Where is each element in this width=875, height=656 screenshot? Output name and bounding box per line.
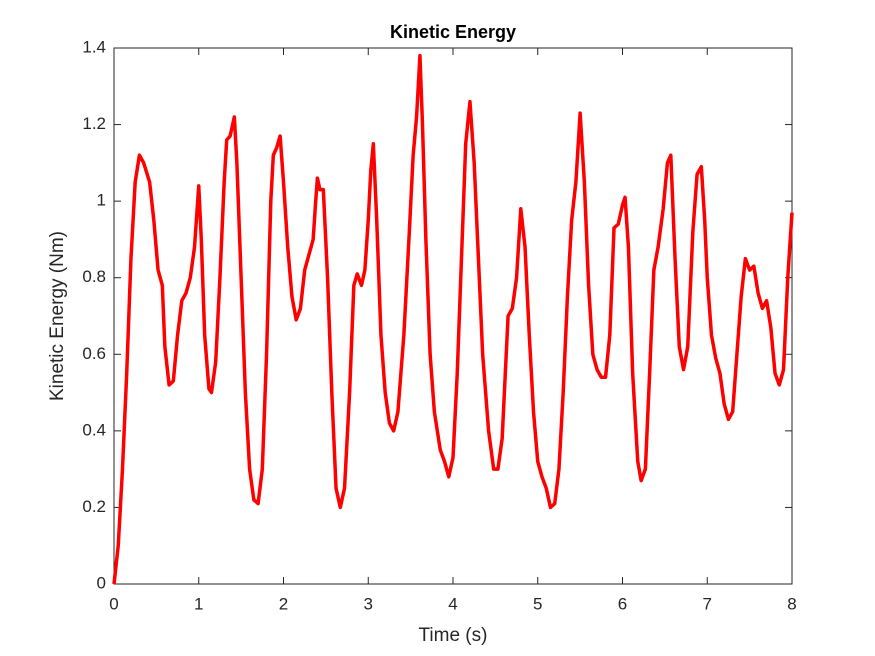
chart-title: Kinetic Energy bbox=[390, 22, 516, 42]
x-axis-label: Time (s) bbox=[419, 625, 488, 646]
x-tick-label: 4 bbox=[448, 594, 457, 613]
y-tick-label: 0.6 bbox=[82, 344, 106, 363]
x-tick-label: 6 bbox=[618, 594, 627, 613]
x-tick-label: 5 bbox=[533, 594, 542, 613]
y-tick-label: 1 bbox=[97, 191, 106, 210]
y-tick-label: 0.2 bbox=[82, 497, 106, 516]
x-tick-label: 7 bbox=[703, 594, 712, 613]
x-tick-label: 3 bbox=[364, 594, 373, 613]
y-tick-label: 0.8 bbox=[82, 267, 106, 286]
y-axis-label: Kinetic Energy (Nm) bbox=[47, 231, 68, 401]
y-tick-label: 0.4 bbox=[82, 420, 106, 439]
y-tick-label: 1.2 bbox=[82, 114, 106, 133]
y-tick-label: 0 bbox=[97, 573, 106, 592]
x-tick-label: 2 bbox=[279, 594, 288, 613]
y-tick-label: 1.4 bbox=[82, 37, 106, 56]
x-tick-label: 8 bbox=[787, 594, 796, 613]
data-line bbox=[112, 53, 794, 585]
x-tick-label: 1 bbox=[194, 594, 203, 613]
x-tick-label: 0 bbox=[109, 594, 118, 613]
